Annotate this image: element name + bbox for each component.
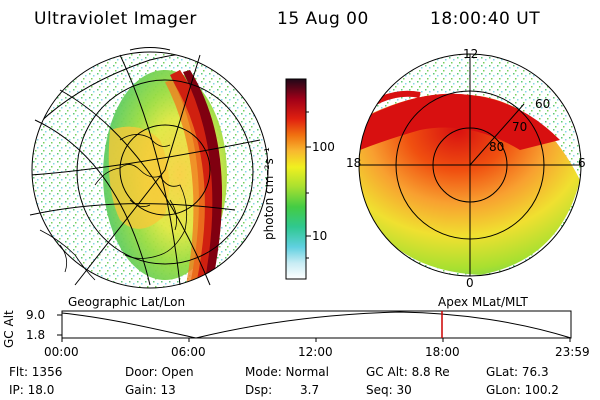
- door-status: Door: Open: [125, 365, 194, 379]
- mlt-label-6: 6: [578, 156, 586, 170]
- ip-value: IP: 18.0: [9, 383, 55, 397]
- colorbar-unit-label: photon cm⁻²s⁻¹: [262, 147, 276, 240]
- mlt-label-12: 12: [463, 47, 479, 61]
- timeline-xtick-2359: 23:59: [555, 345, 590, 359]
- colorbar-tick-10: 10: [312, 229, 328, 243]
- mlt-label-0: 0: [466, 276, 474, 290]
- timeline-ytick-1-8: 1.8: [26, 328, 46, 342]
- gain-value: Gain: 13: [125, 383, 176, 397]
- mode-value: Mode: Normal: [245, 365, 329, 379]
- time-label: 18:00:40 UT: [430, 9, 541, 29]
- right-polar-grid: [358, 53, 582, 277]
- altitude-plot-frame: [61, 310, 572, 339]
- mlt-label-18: 18: [346, 156, 362, 170]
- left-map-caption: Geographic Lat/Lon: [68, 295, 186, 309]
- timeline-xtick-0600: 06:00: [171, 345, 206, 359]
- colorbar: [285, 78, 307, 280]
- date-label: 15 Aug 00: [277, 9, 369, 29]
- timeline-xtick-1200: 12:00: [298, 345, 333, 359]
- dsp-value: 3.7: [300, 383, 320, 397]
- geographic-longitude: GLon: 100.2: [486, 383, 559, 397]
- left-auroral-image: [32, 52, 268, 288]
- left-map-grid: [29, 47, 269, 289]
- altitude-curve: [61, 311, 572, 339]
- timeline-ylabel: GC Alt: [2, 310, 16, 348]
- gc-altitude: GC Alt: 8.8 Re: [366, 365, 450, 379]
- right-map-caption: Apex MLat/MLT: [438, 295, 528, 309]
- instrument-title: Ultraviolet Imager: [34, 9, 197, 29]
- geographic-latitude: GLat: 76.3: [486, 365, 549, 379]
- timeline-xtick-1800: 18:00: [425, 345, 460, 359]
- colorbar-tick-100: 100: [312, 140, 335, 154]
- mlat-label-70: 70: [512, 120, 528, 134]
- timeline-xtick-0000: 00:00: [44, 345, 79, 359]
- mlat-label-80: 80: [489, 140, 505, 154]
- left-coastlines: [39, 134, 188, 281]
- mlat-label-60: 60: [535, 97, 551, 111]
- dsp-label: Dsp:: [245, 383, 273, 397]
- sequence-number: Seq: 30: [366, 383, 412, 397]
- flight-number: Flt: 1356: [9, 365, 63, 379]
- timeline-ytick-9: 9.0: [26, 308, 46, 322]
